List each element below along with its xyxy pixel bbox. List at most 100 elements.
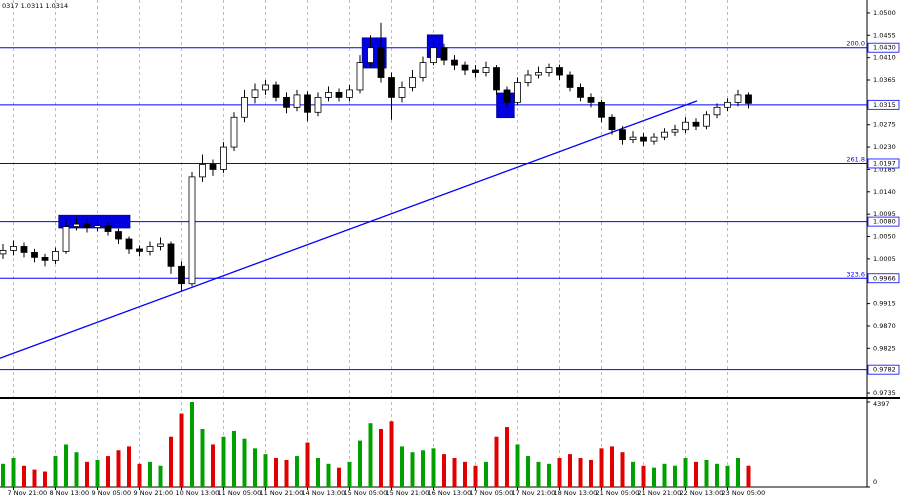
candle-body: [41, 256, 49, 261]
candle-body: [640, 136, 647, 142]
candle-body: [146, 246, 154, 252]
volume-bar: [683, 458, 688, 487]
x-tick-label: 11 Nov 21:00: [260, 489, 304, 497]
candle-body: [346, 89, 353, 98]
candle-body: [241, 96, 248, 118]
volume-bar: [400, 446, 404, 487]
candle-body: [713, 106, 721, 116]
candle-body: [73, 223, 80, 227]
candle-body: [62, 226, 70, 252]
volume-bar: [85, 461, 89, 487]
candle-body: [682, 121, 689, 131]
candle-body: [734, 94, 742, 103]
candle-body: [703, 114, 710, 127]
candle-body: [325, 92, 332, 98]
volume-bar: [736, 458, 740, 487]
candle-body: [0, 250, 7, 255]
volume-bar: [263, 454, 268, 487]
level-tag-label: 1.0080: [873, 218, 896, 226]
candle-body: [125, 238, 133, 250]
candle-body: [482, 67, 490, 73]
x-tick-label: 21 Nov 21:00: [638, 489, 682, 497]
volume-bar: [43, 471, 47, 487]
y-tick-label: 0.9870: [873, 322, 896, 330]
x-tick-label: 17 Nov 21:00: [512, 489, 556, 497]
candle-body: [157, 243, 164, 247]
y-tick-label: 1.0185: [873, 165, 896, 173]
volume-bar: [148, 461, 152, 487]
candle-body: [451, 59, 458, 66]
level-tag: [867, 42, 900, 53]
volume-tick-label: 4397: [873, 400, 890, 408]
x-tick-label: 15 Nov 05:00: [344, 489, 388, 497]
x-tick-label: 14 Nov 13:00: [302, 489, 346, 497]
y-tick-label: 0.9735: [873, 389, 896, 397]
volume-bar: [179, 413, 184, 487]
level-tag-label: 1.0315: [873, 101, 896, 109]
candle-body: [577, 87, 584, 98]
x-tick-label: 21 Nov 05:00: [596, 489, 640, 497]
volume-bar: [484, 461, 488, 487]
volume-bar: [610, 446, 614, 487]
level-tag: [867, 273, 900, 284]
y-tick-label: 1.0050: [873, 233, 896, 241]
volume-bar: [557, 458, 562, 487]
volume-bar: [379, 429, 383, 487]
candle-body: [94, 225, 101, 228]
fib-label: 261.8: [846, 155, 865, 163]
volume-bar: [64, 444, 68, 487]
level-tag-label: 0.9782: [873, 366, 896, 374]
volume-bar: [11, 458, 16, 487]
volume-bar: [158, 465, 163, 487]
x-tick-label: 8 Nov 13:00: [50, 489, 90, 497]
level-tag-label: 1.0197: [873, 159, 896, 167]
candle-body: [619, 129, 626, 141]
candle-body: [335, 92, 343, 98]
candle-body: [556, 67, 563, 76]
candle-body: [367, 47, 374, 64]
y-tick-label: 1.0140: [873, 188, 896, 196]
volume-bar: [326, 463, 331, 487]
y-tick-label: 1.0500: [873, 9, 896, 17]
x-tick-label: 7 Nov 21:00: [8, 489, 48, 497]
volume-bar: [1, 463, 5, 487]
volume-bar: [704, 459, 709, 487]
candle-body: [230, 116, 238, 148]
volume-bar: [32, 469, 37, 487]
candle-body: [409, 77, 416, 88]
candle-body: [178, 265, 185, 285]
y-tick-label: 1.0365: [873, 76, 896, 84]
candle-body: [461, 64, 469, 71]
candle-body: [20, 246, 28, 253]
candle-body: [262, 84, 269, 91]
volume-bar: [274, 458, 278, 487]
y-tick-label: 0.9915: [873, 300, 896, 308]
volume-bar: [620, 452, 625, 487]
x-tick-label: 18 Nov 13:00: [554, 489, 598, 497]
volume-bar: [316, 458, 320, 487]
candle-body: [598, 101, 605, 118]
candle-body: [304, 94, 311, 113]
volume-bar: [95, 459, 100, 487]
volume-bar: [74, 452, 79, 487]
candle-body: [52, 251, 59, 261]
volume-bar: [295, 456, 299, 487]
volume-bar: [211, 444, 215, 487]
candle-body: [650, 136, 658, 142]
volume-bar: [589, 459, 593, 487]
volume-bar: [368, 423, 373, 487]
candle-body: [199, 164, 206, 178]
volume-bar: [641, 465, 646, 487]
volume-bar: [473, 465, 478, 487]
candle-body: [440, 47, 448, 61]
candle-body: [692, 121, 700, 127]
candle-body: [472, 69, 479, 73]
y-tick-label: 1.0095: [873, 210, 896, 218]
candle-body: [514, 82, 521, 103]
volume-bar: [578, 458, 583, 487]
volume-bar: [242, 438, 247, 487]
volume-bar: [22, 465, 26, 487]
volume-bar: [53, 456, 58, 487]
candle-body: [136, 248, 143, 252]
level-tag-label: 0.9966: [873, 274, 896, 282]
